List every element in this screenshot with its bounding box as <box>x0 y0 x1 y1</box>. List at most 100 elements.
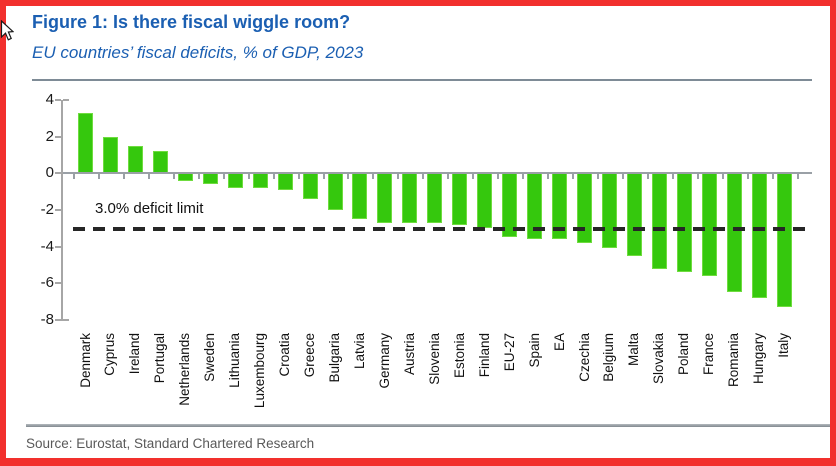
x-axis-tick <box>746 174 749 179</box>
x-axis-tick <box>447 174 450 179</box>
x-axis-tick <box>422 174 425 179</box>
x-axis-tick <box>596 174 599 179</box>
y-axis-tick <box>55 172 61 175</box>
y-axis-tick-label: 4 <box>45 91 54 108</box>
mouse-pointer-icon <box>0 19 15 47</box>
x-axis-tick <box>397 174 400 179</box>
x-axis-tick <box>222 174 225 179</box>
bar-hungary <box>751 173 767 298</box>
y-axis-tick-label: -8 <box>40 311 54 328</box>
frame-border-top <box>0 0 836 6</box>
x-axis-tick <box>197 174 200 179</box>
y-axis-tick-label: -2 <box>40 201 54 218</box>
x-axis-label: Slovenia <box>426 333 442 385</box>
bar-france <box>701 173 717 276</box>
x-axis-label: Finland <box>476 333 492 378</box>
x-axis-label: Sweden <box>202 333 218 382</box>
frame-border-left <box>0 0 6 466</box>
bar-greece <box>302 173 318 199</box>
x-axis-label: Belgium <box>601 333 617 382</box>
bar-austria <box>402 173 418 223</box>
x-axis-label: Luxembourg <box>252 333 268 409</box>
x-axis-tick <box>147 174 150 179</box>
bar-romania <box>726 173 742 293</box>
bar-estonia <box>452 173 468 225</box>
x-axis-label: Croatia <box>277 333 293 377</box>
x-axis-label: Slovakia <box>651 333 667 385</box>
x-axis-label: Malta <box>626 333 642 367</box>
x-axis-label: Romania <box>726 333 742 388</box>
bar-belgium <box>601 173 617 249</box>
x-axis-tick <box>272 174 275 179</box>
x-axis-label: Czechia <box>576 333 592 382</box>
bar-denmark <box>78 112 93 174</box>
x-axis-label: Portugal <box>152 333 168 384</box>
x-axis-label: EU-27 <box>501 333 517 372</box>
x-axis-label: Netherlands <box>177 333 193 406</box>
bar-cyprus <box>102 136 118 174</box>
bar-czechia <box>577 173 592 243</box>
y-axis-end-cap <box>63 319 69 321</box>
y-axis-tick <box>55 135 61 138</box>
bar-portugal <box>152 151 168 174</box>
x-axis-label: Austria <box>401 333 417 376</box>
bar-bulgaria <box>327 173 343 210</box>
y-axis-tick-label: 0 <box>45 164 54 182</box>
x-axis-label: Greece <box>302 333 318 378</box>
bar-luxembourg <box>252 173 268 188</box>
x-axis-tick <box>621 174 624 179</box>
x-axis-tick <box>122 174 125 179</box>
bar-slovakia <box>651 173 667 269</box>
x-axis-tick <box>497 174 500 179</box>
x-axis-tick <box>721 174 724 179</box>
x-axis-label: Spain <box>526 333 542 368</box>
deficit-limit-dashed-line <box>73 227 812 231</box>
y-axis-tick-label: -6 <box>40 274 54 292</box>
x-axis-tick <box>522 174 525 179</box>
x-axis-tick <box>646 174 649 179</box>
x-axis-tick <box>297 174 300 179</box>
x-axis-tick <box>771 174 774 179</box>
x-axis-label: Hungary <box>751 333 767 385</box>
y-axis-tick <box>55 209 61 211</box>
frame-border-bottom <box>0 458 836 466</box>
frame-border-right <box>830 0 836 466</box>
x-axis-tick <box>97 174 100 179</box>
x-axis-tick <box>547 174 550 179</box>
bar-germany <box>377 173 393 223</box>
bar-netherlands <box>177 173 193 181</box>
bar-ireland <box>127 145 143 174</box>
bar-poland <box>676 173 692 273</box>
bar-italy <box>776 173 792 308</box>
x-axis-label: Poland <box>676 333 692 376</box>
y-axis-end-cap <box>63 99 69 101</box>
x-axis-tick <box>372 174 375 179</box>
x-axis-label: Italy <box>776 333 792 358</box>
bar-latvia <box>352 173 368 220</box>
y-axis-tick-label: -4 <box>40 237 54 255</box>
y-axis-tick <box>55 245 61 248</box>
x-axis-tick <box>472 174 475 179</box>
y-axis-tick-label: 2 <box>45 127 54 145</box>
x-axis-tick <box>671 174 674 179</box>
x-axis-label: Germany <box>376 333 392 389</box>
footer-divider <box>26 424 830 427</box>
x-axis-tick <box>247 174 250 179</box>
x-axis-label: Ireland <box>127 333 143 375</box>
x-axis-zero-line <box>63 172 812 174</box>
bar-lithuania <box>227 173 243 188</box>
x-axis-label: France <box>701 333 717 376</box>
bar-slovenia <box>427 173 443 223</box>
x-axis-label: Lithuania <box>227 333 243 388</box>
y-axis-tick <box>55 319 61 321</box>
y-axis-line <box>61 100 63 321</box>
bar-croatia <box>277 173 293 190</box>
source-note: Source: Eurostat, Standard Chartered Res… <box>26 436 315 451</box>
x-axis-tick <box>796 174 799 179</box>
y-axis-tick <box>55 282 61 285</box>
y-axis-tick <box>55 99 61 101</box>
x-axis-tick <box>572 174 575 179</box>
x-axis-tick <box>172 174 175 179</box>
deficit-limit-label: 3.0% deficit limit <box>95 200 204 217</box>
